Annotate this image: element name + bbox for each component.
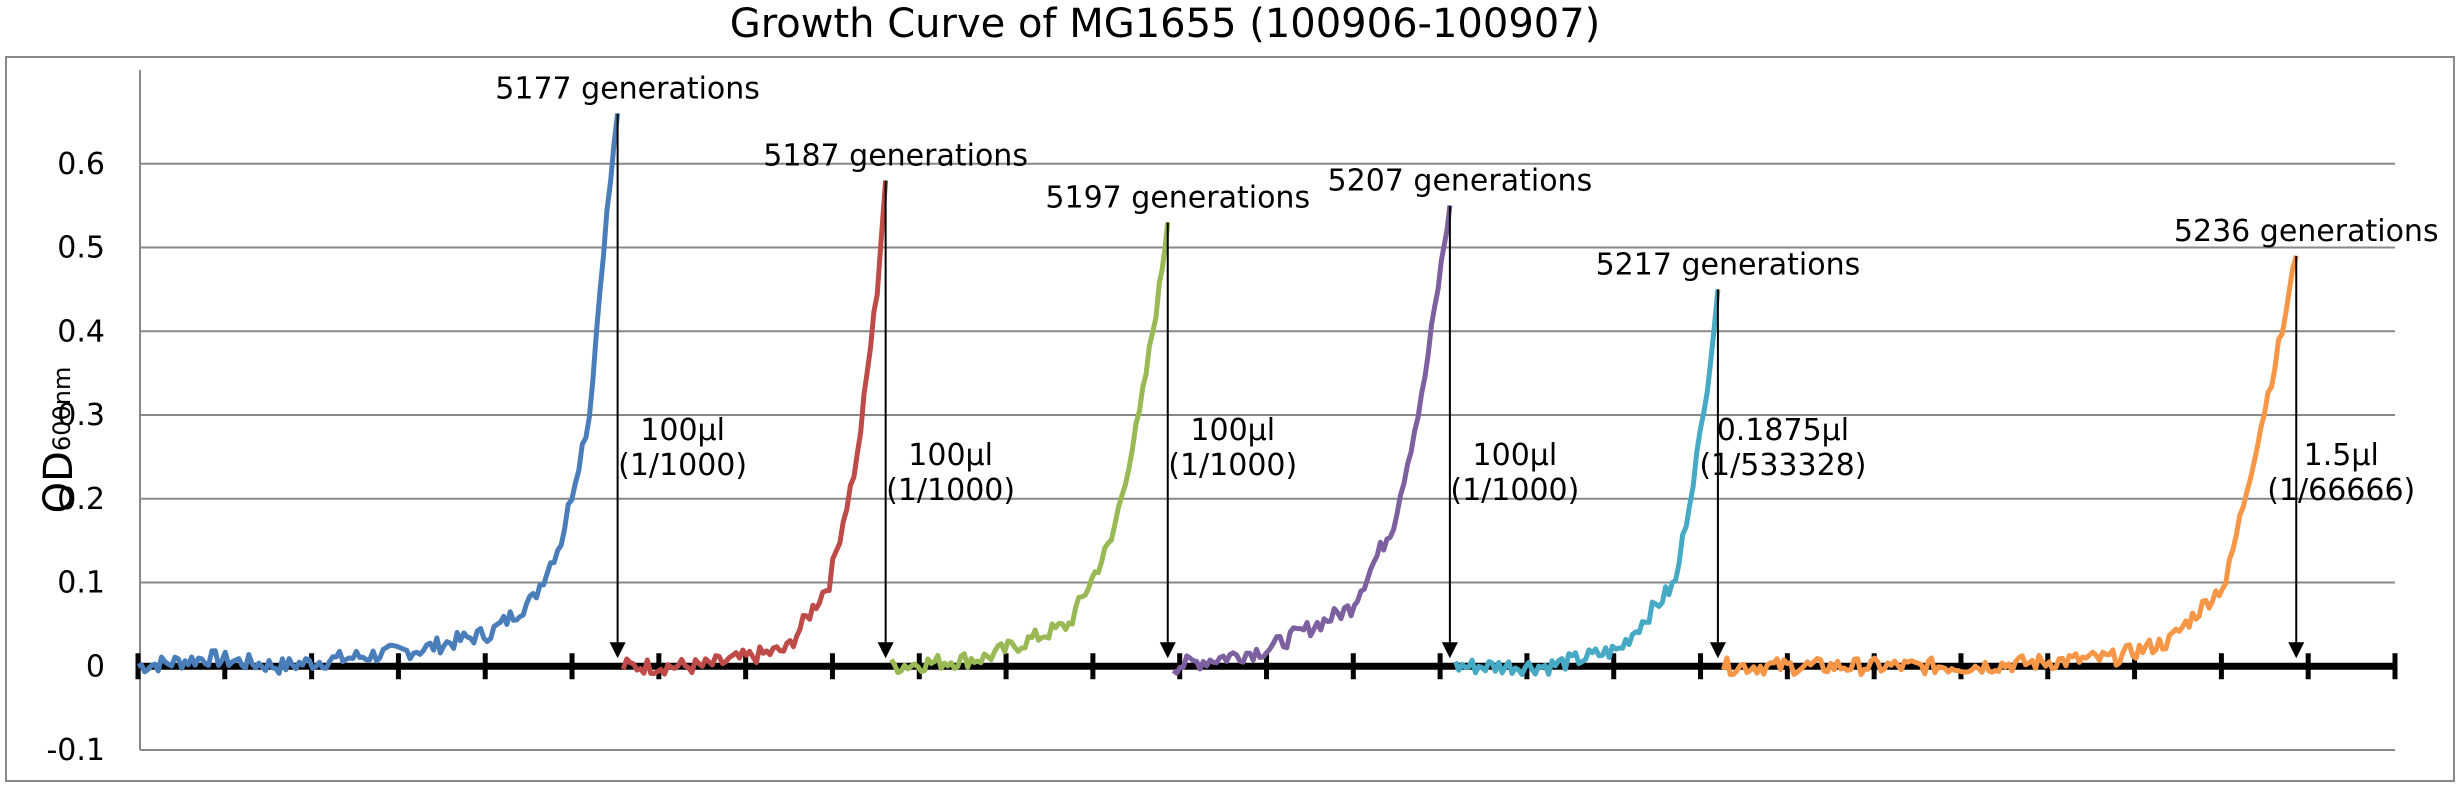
series-line-6 — [1721, 255, 2299, 678]
transfer-volume-label: 100μl — [640, 413, 725, 448]
series-line-1 — [136, 113, 621, 676]
transfer-volume-label: 100μl — [908, 438, 993, 473]
generation-label: 5217 generations — [1596, 247, 1861, 282]
transfer-volume-label: 100μl — [1190, 413, 1275, 448]
series-line-5 — [1453, 289, 1721, 678]
y-tick-label: 0.5 — [57, 231, 105, 266]
generation-label: 5177 generations — [495, 72, 760, 107]
generation-label: 5207 generations — [1328, 164, 1593, 199]
chart-title: Growth Curve of MG1655 (100906-100907) — [730, 1, 1601, 47]
y-axis-label: OD600nm — [36, 367, 82, 514]
series-line-4 — [1171, 205, 1453, 676]
transfer-arrowhead — [1441, 642, 1458, 659]
series-line-3 — [889, 222, 1171, 676]
y-tick-label: 0.6 — [57, 147, 105, 182]
y-tick-labels: -0.1 0 0.1 0.2 0.3 0.4 0.5 0.6 — [46, 147, 105, 768]
generation-label: 5236 generations — [2174, 214, 2439, 249]
y-axis-label-main: OD — [36, 451, 82, 513]
transfer-arrowhead — [877, 642, 894, 659]
y-tick-label: 0.2 — [57, 482, 105, 517]
y-tick-label: 0 — [86, 649, 105, 684]
transfer-arrowhead — [2288, 642, 2305, 659]
dilution-label: (1/1000) — [886, 473, 1015, 508]
gridlines — [139, 70, 2395, 751]
dilution-label: (1/1000) — [618, 448, 747, 483]
dilution-label: (1/1000) — [1450, 473, 1579, 508]
transfer-volume-label: 100μl — [1473, 438, 1558, 473]
dilution-label: (1/533328) — [1699, 448, 1866, 483]
y-tick-label: 0.1 — [57, 566, 105, 601]
transfer-arrowhead — [1709, 642, 1726, 659]
y-tick-label: 0.4 — [57, 314, 105, 349]
transfer-arrowhead — [1159, 642, 1176, 659]
y-axis-label-subscript: 600nm — [48, 367, 76, 451]
transfer-arrowhead — [609, 642, 626, 659]
dilution-label: (1/66666) — [2267, 473, 2415, 508]
generation-label: 5197 generations — [1045, 180, 1310, 215]
series-line-2 — [620, 180, 889, 677]
generation-label: 5187 generations — [763, 139, 1028, 174]
transfer-volume-label: 0.1875μl — [1717, 413, 1849, 448]
y-tick-label: 0.3 — [57, 398, 105, 433]
y-tick-label: -0.1 — [46, 733, 105, 768]
series-lines — [136, 113, 2299, 678]
x-axis — [135, 653, 2398, 680]
transfer-volume-label: 1.5μl — [2304, 438, 2379, 473]
chart-border — [5, 56, 2455, 782]
dilution-label: (1/1000) — [1168, 448, 1297, 483]
